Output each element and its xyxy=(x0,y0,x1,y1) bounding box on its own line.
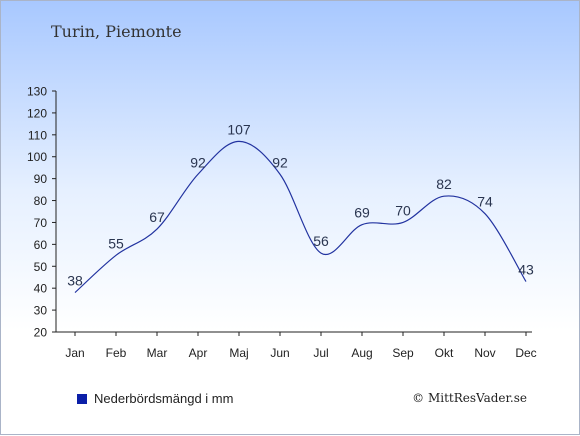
data-label: 43 xyxy=(518,262,534,278)
page-title: Turin, Piemonte xyxy=(51,22,182,41)
x-tick-label: Apr xyxy=(189,346,208,360)
legend-label: Nederbördsmängd i mm xyxy=(94,391,234,406)
y-tick-label: 40 xyxy=(34,282,48,296)
data-label: 56 xyxy=(313,233,329,249)
data-label: 38 xyxy=(67,273,83,289)
x-tick-label: Jun xyxy=(270,346,289,360)
data-label: 82 xyxy=(436,176,452,192)
data-label: 107 xyxy=(227,121,251,137)
legend: Nederbördsmängd i mm xyxy=(77,391,233,406)
copyright-text: © MittResVader.se xyxy=(412,391,527,405)
data-label: 92 xyxy=(272,154,288,170)
y-tick-label: 90 xyxy=(34,172,48,186)
y-tick-label: 120 xyxy=(27,106,47,120)
y-tick-label: 100 xyxy=(27,150,47,164)
data-label: 55 xyxy=(108,235,124,251)
y-tick-label: 130 xyxy=(27,85,47,99)
x-tick-label: Mar xyxy=(147,346,168,360)
x-tick-label: Sep xyxy=(392,346,414,360)
x-tick-label: Jan xyxy=(65,346,84,360)
x-tick-label: Jul xyxy=(313,346,328,360)
x-tick-label: Maj xyxy=(229,346,248,360)
y-tick-label: 70 xyxy=(34,216,48,230)
y-tick-label: 110 xyxy=(28,128,47,142)
series-line xyxy=(74,140,527,294)
data-label: 70 xyxy=(395,202,411,218)
y-tick-label: 50 xyxy=(34,260,48,274)
y-tick-label: 30 xyxy=(34,304,48,318)
x-tick-label: Aug xyxy=(351,346,372,360)
x-tick-label: Feb xyxy=(106,346,127,360)
y-tick-label: 60 xyxy=(34,238,48,252)
x-tick-label: Dec xyxy=(515,346,536,360)
legend-swatch xyxy=(77,393,87,404)
x-tick-label: Nov xyxy=(474,346,495,360)
x-tick-label: Okt xyxy=(435,346,454,360)
y-tick-label: 20 xyxy=(34,326,48,340)
y-tick-label: 80 xyxy=(34,194,48,208)
data-label: 67 xyxy=(149,209,165,225)
data-label: 69 xyxy=(354,205,370,221)
data-label: 92 xyxy=(190,154,206,170)
data-label: 74 xyxy=(477,194,493,210)
